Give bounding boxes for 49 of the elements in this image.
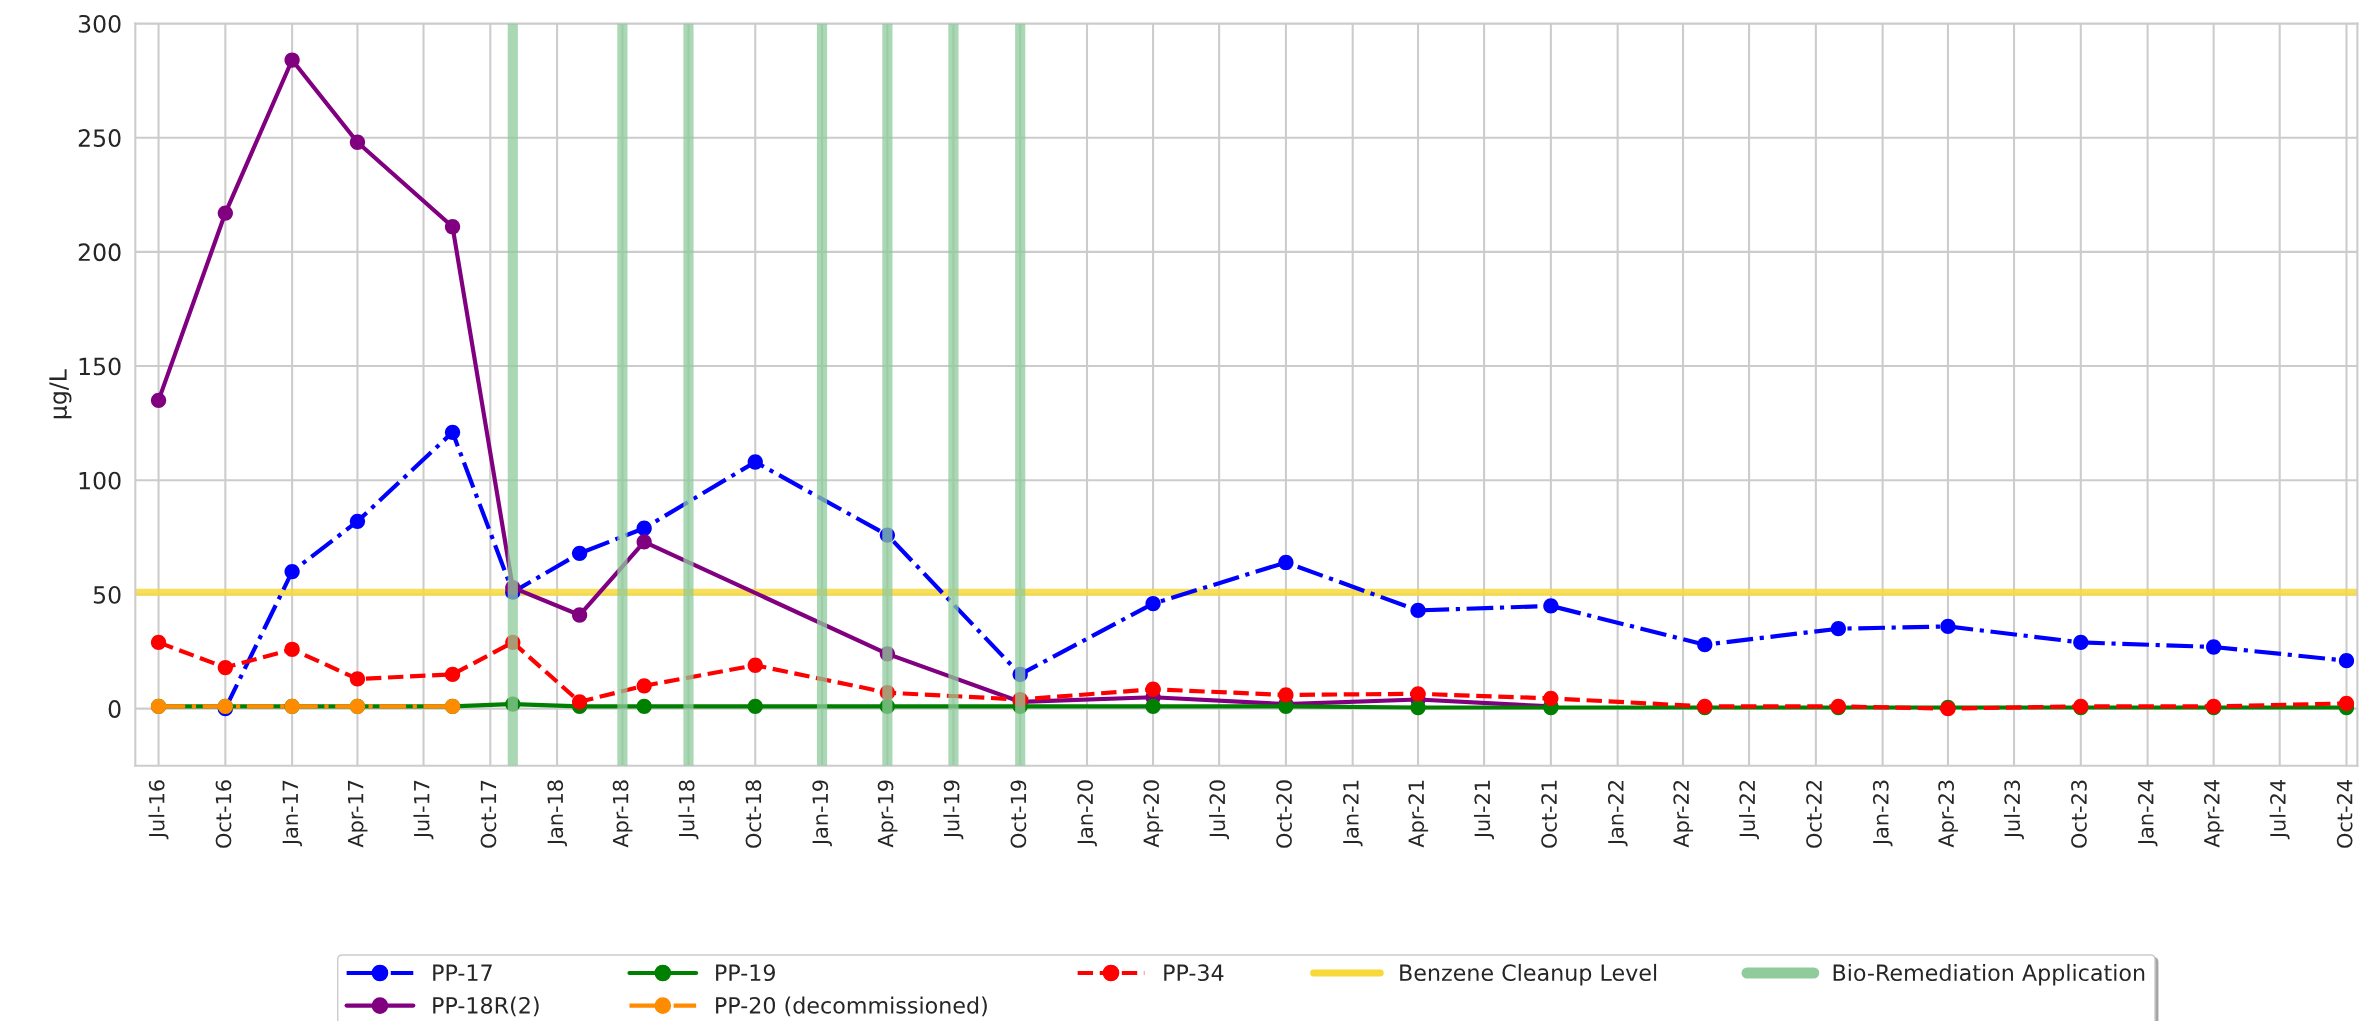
x-tick-label: Apr-24 (2203, 780, 2224, 848)
legend-label: PP-19 (716, 964, 775, 982)
x-tick-label: Apr-19 (877, 780, 898, 848)
x-tick-label: Jan-22 (1607, 781, 1628, 847)
y-tick-label: 150 (79, 357, 121, 376)
x-tick-label: Apr-23 (1938, 780, 1959, 848)
x-tick-label: Jan-18 (547, 780, 567, 847)
legend-label: PP-20 (decommissioned) (716, 996, 987, 1017)
x-tick-label: Jul-21 (1474, 780, 1495, 840)
x-tick-label: Jul-24 (2269, 780, 2290, 840)
legend-label: PP-17 (433, 964, 492, 981)
x-tick-label: Apr-20 (1143, 780, 1164, 848)
x-tick-label: Jul-20 (1209, 780, 1230, 840)
x-tick-label: Oct-22 (1806, 781, 1822, 848)
x-tick-label: Jan-23 (1872, 780, 1893, 847)
x-tick-label: Apr-17 (348, 780, 368, 848)
y-tick-label: 300 (78, 14, 121, 33)
x-tick-label: Oct-21 (1541, 780, 1557, 848)
x-tick-label: Jul-23 (2003, 780, 2024, 840)
y-tick-label: 50 (93, 585, 121, 604)
legend-label: PP-18R(2) (433, 996, 539, 1017)
x-tick-label: Jan-20 (1077, 780, 1097, 847)
x-tick-label: Jul-22 (1738, 781, 1759, 840)
y-tick-label: 250 (78, 129, 121, 147)
x-tick-label: Jul-17 (413, 780, 434, 840)
x-tick-label: Jan-19 (812, 780, 832, 847)
legend-label: Benzene Cleanup Level (1400, 963, 1657, 986)
x-tick-label: Oct-17 (480, 780, 497, 848)
x-tick-label: Jul-19 (943, 780, 964, 840)
x-tick-label: Jan-17 (282, 780, 303, 847)
x-tick-label: Jan-24 (2137, 780, 2158, 847)
x-tick-label: Jul-16 (148, 780, 169, 840)
legend-label: PP-34 (1164, 964, 1224, 982)
x-tick-label: Oct-24 (2336, 780, 2353, 848)
x-tick-label: Oct-19 (1010, 780, 1027, 848)
y-tick-label: 100 (79, 471, 121, 490)
y-tick-label: 0 (108, 700, 121, 718)
x-tick-label: Apr-18 (612, 780, 633, 848)
x-tick-label: Apr-21 (1408, 780, 1429, 848)
legend-label: Bio-Remediation Application (1833, 963, 2145, 986)
y-axis-title: µg/L (49, 369, 72, 419)
x-tick-label: Oct-16 (215, 780, 232, 848)
x-tick-label: Oct-20 (1276, 780, 1292, 848)
x-tick-label: Jan-21 (1342, 780, 1363, 847)
x-tick-label: Oct-18 (745, 780, 762, 848)
x-tick-label: Apr-22 (1673, 781, 1694, 848)
x-tick-label: Oct-23 (2071, 780, 2087, 848)
x-tick-label: Jul-18 (678, 780, 699, 840)
y-tick-label: 200 (78, 243, 121, 262)
